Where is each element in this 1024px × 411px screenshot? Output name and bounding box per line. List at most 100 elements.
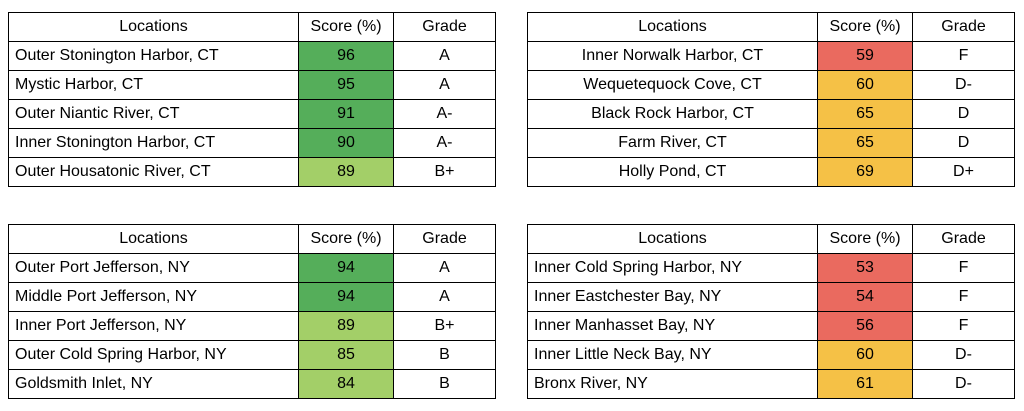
data-row: Inner Norwalk Harbor, CT 59 F xyxy=(527,41,1015,71)
data-row: Wequetequock Cove, CT 60 D- xyxy=(527,70,1015,100)
score-cell: 94 xyxy=(298,253,394,283)
location-cell: Inner Manhasset Bay, NY xyxy=(527,311,818,341)
data-row: Outer Niantic River, CT 91 A- xyxy=(8,99,496,129)
grade-cell: D xyxy=(912,128,1015,158)
grade-cell: F xyxy=(912,41,1015,71)
header-cell: Score (%) xyxy=(298,224,394,254)
location-cell: Holly Pond, CT xyxy=(527,157,818,187)
grade-cell: F xyxy=(912,311,1015,341)
header-cell: Score (%) xyxy=(298,12,394,42)
score-cell: 96 xyxy=(298,41,394,71)
grade-cell: B xyxy=(393,369,496,399)
location-cell: Goldsmith Inlet, NY xyxy=(8,369,299,399)
header-cell: Score (%) xyxy=(817,224,913,254)
grade-cell: D xyxy=(912,99,1015,129)
data-row: Black Rock Harbor, CT 65 D xyxy=(527,99,1015,129)
score-cell: 89 xyxy=(298,311,394,341)
location-cell: Outer Housatonic River, CT xyxy=(8,157,299,187)
data-row: Outer Cold Spring Harbor, NY 85 B xyxy=(8,340,496,370)
location-cell: Inner Cold Spring Harbor, NY xyxy=(527,253,818,283)
score-table: Locations Score (%) Grade Inner Cold Spring… xyxy=(527,224,1015,399)
grade-cell: B+ xyxy=(393,311,496,341)
grade-cell: A xyxy=(393,253,496,283)
location-cell: Outer Cold Spring Harbor, NY xyxy=(8,340,299,370)
location-cell: Inner Little Neck Bay, NY xyxy=(527,340,818,370)
score-cell: 53 xyxy=(817,253,913,283)
score-cell: 84 xyxy=(298,369,394,399)
score-cell: 60 xyxy=(817,70,913,100)
score-cell: 65 xyxy=(817,128,913,158)
data-row: Outer Port Jefferson, NY 94 A xyxy=(8,253,496,283)
header-cell: Grade xyxy=(393,224,496,254)
grade-cell: D- xyxy=(912,70,1015,100)
header-row: Locations Score (%) Grade xyxy=(527,12,1015,42)
grade-cell: D- xyxy=(912,369,1015,399)
grade-cell: B+ xyxy=(393,157,496,187)
score-cell: 56 xyxy=(817,311,913,341)
header-row: Locations Score (%) Grade xyxy=(527,224,1015,254)
data-row: Farm River, CT 65 D xyxy=(527,128,1015,158)
location-cell: Mystic Harbor, CT xyxy=(8,70,299,100)
data-row: Inner Cold Spring Harbor, NY 53 F xyxy=(527,253,1015,283)
data-row: Inner Eastchester Bay, NY 54 F xyxy=(527,282,1015,312)
data-row: Mystic Harbor, CT 95 A xyxy=(8,70,496,100)
grade-cell: F xyxy=(912,253,1015,283)
grade-cell: A- xyxy=(393,128,496,158)
score-cell: 91 xyxy=(298,99,394,129)
score-cell: 61 xyxy=(817,369,913,399)
score-table: Locations Score (%) Grade Outer Stonington … xyxy=(8,12,496,187)
location-cell: Outer Stonington Harbor, CT xyxy=(8,41,299,71)
data-row: Inner Port Jefferson, NY 89 B+ xyxy=(8,311,496,341)
header-row: Locations Score (%) Grade xyxy=(8,224,496,254)
data-row: Middle Port Jefferson, NY 94 A xyxy=(8,282,496,312)
data-row: Inner Little Neck Bay, NY 60 D- xyxy=(527,340,1015,370)
location-cell: Outer Niantic River, CT xyxy=(8,99,299,129)
header-cell: Grade xyxy=(912,224,1015,254)
location-cell: Black Rock Harbor, CT xyxy=(527,99,818,129)
header-cell: Score (%) xyxy=(817,12,913,42)
grade-cell: F xyxy=(912,282,1015,312)
score-cell: 59 xyxy=(817,41,913,71)
data-row: Goldsmith Inlet, NY 84 B xyxy=(8,369,496,399)
grade-cell: B xyxy=(393,340,496,370)
header-cell: Grade xyxy=(393,12,496,42)
score-cell: 90 xyxy=(298,128,394,158)
header-cell: Locations xyxy=(527,224,818,254)
grade-cell: A xyxy=(393,41,496,71)
data-row: Outer Housatonic River, CT 89 B+ xyxy=(8,157,496,187)
header-row: Locations Score (%) Grade xyxy=(8,12,496,42)
data-row: Inner Stonington Harbor, CT 90 A- xyxy=(8,128,496,158)
grade-cell: A- xyxy=(393,99,496,129)
data-row: Bronx River, NY 61 D- xyxy=(527,369,1015,399)
data-row: Inner Manhasset Bay, NY 56 F xyxy=(527,311,1015,341)
grade-cell: D+ xyxy=(912,157,1015,187)
location-cell: Inner Norwalk Harbor, CT xyxy=(527,41,818,71)
header-cell: Locations xyxy=(8,224,299,254)
score-cell: 54 xyxy=(817,282,913,312)
score-cell: 95 xyxy=(298,70,394,100)
score-cell: 69 xyxy=(817,157,913,187)
location-cell: Farm River, CT xyxy=(527,128,818,158)
score-cell: 60 xyxy=(817,340,913,370)
data-row: Outer Stonington Harbor, CT 96 A xyxy=(8,41,496,71)
location-cell: Outer Port Jefferson, NY xyxy=(8,253,299,283)
grade-cell: A xyxy=(393,70,496,100)
score-cell: 85 xyxy=(298,340,394,370)
location-cell: Bronx River, NY xyxy=(527,369,818,399)
location-cell: Inner Port Jefferson, NY xyxy=(8,311,299,341)
location-cell: Wequetequock Cove, CT xyxy=(527,70,818,100)
score-cell: 89 xyxy=(298,157,394,187)
score-cell: 94 xyxy=(298,282,394,312)
header-cell: Locations xyxy=(8,12,299,42)
score-table: Locations Score (%) Grade Outer Port Jeffer… xyxy=(8,224,496,399)
data-row: Holly Pond, CT 69 D+ xyxy=(527,157,1015,187)
header-cell: Locations xyxy=(527,12,818,42)
header-cell: Grade xyxy=(912,12,1015,42)
location-cell: Inner Eastchester Bay, NY xyxy=(527,282,818,312)
location-cell: Middle Port Jefferson, NY xyxy=(8,282,299,312)
grade-cell: D- xyxy=(912,340,1015,370)
grade-cell: A xyxy=(393,282,496,312)
score-table: Locations Score (%) Grade Inner Norwalk Har… xyxy=(527,12,1015,187)
score-cell: 65 xyxy=(817,99,913,129)
